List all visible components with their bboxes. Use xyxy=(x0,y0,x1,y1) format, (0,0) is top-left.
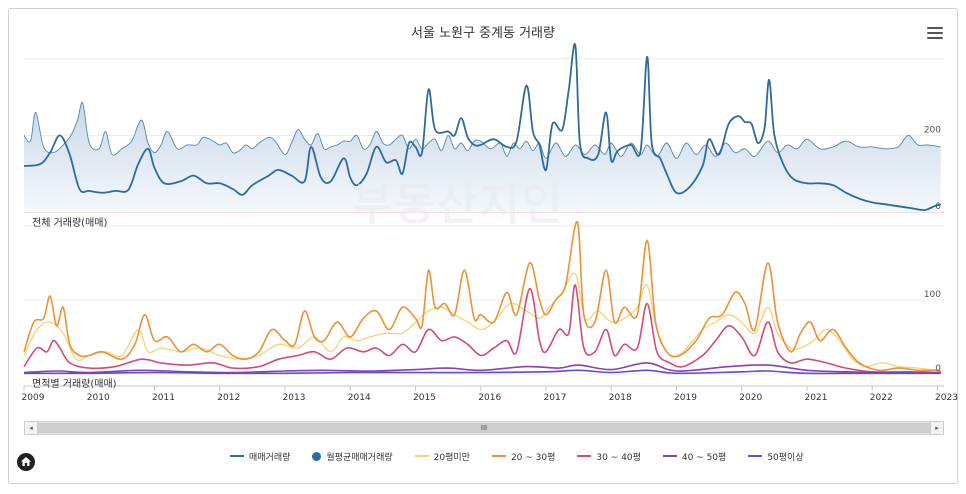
legend-item[interactable]: 매매거래량 xyxy=(230,450,290,463)
x-tick-label: 2009 xyxy=(22,393,45,403)
legend-item[interactable]: 20평미만 xyxy=(414,450,470,463)
watermark-logo: 부동산지인 xyxy=(352,179,565,230)
top-pane-y-tick-label: 0 xyxy=(935,202,941,212)
legend-item[interactable]: 30 ~ 40평 xyxy=(577,450,641,463)
x-tick-label: 2012 xyxy=(217,393,240,403)
scroll-thumb[interactable]: III xyxy=(38,423,930,433)
legend-label: 30 ~ 40평 xyxy=(596,452,641,463)
x-tick-label: 2011 xyxy=(152,393,175,403)
series-line-50-plus xyxy=(23,369,941,375)
series-line-monthly-average xyxy=(23,101,941,159)
legend-line-icon xyxy=(491,455,506,457)
x-tick-label: 2018 xyxy=(609,393,632,403)
legend-line-icon xyxy=(662,455,677,457)
legend-item[interactable]: 20 ~ 30평 xyxy=(491,450,556,463)
x-tick-label: 2020 xyxy=(739,393,762,403)
x-tick-label: 2016 xyxy=(478,393,501,403)
navigator-scrollbar[interactable]: ◂ III ▸ xyxy=(24,421,944,435)
menu-hamburger-icon[interactable] xyxy=(927,27,943,41)
series-line-30-40 xyxy=(23,284,941,374)
home-icon[interactable] xyxy=(17,453,35,471)
line-layer xyxy=(23,43,942,375)
scroll-right-arrow-icon[interactable]: ▸ xyxy=(930,422,943,434)
series-line-40-50 xyxy=(23,362,941,374)
legend-line-icon xyxy=(230,455,244,457)
top-pane-y-tick-label: 200 xyxy=(924,125,941,135)
series-line-total-trades xyxy=(23,43,942,212)
legend-line-icon xyxy=(577,455,592,457)
series-line-20-30 xyxy=(23,221,942,373)
x-tick-label: 2019 xyxy=(674,393,697,403)
legend-label: 매매거래량 xyxy=(249,452,291,463)
legend: 매매거래량 월평균매매거래량 20평미만 20 ~ 30평 30 ~ 40평 40 ~ 5… xyxy=(230,449,826,463)
chart-frame xyxy=(8,8,958,484)
legend-dot-icon xyxy=(312,451,322,461)
legend-label: 40 ~ 50평 xyxy=(681,452,727,463)
x-tick-label: 2017 xyxy=(544,393,567,403)
legend-line-icon xyxy=(748,455,763,457)
legend-item[interactable]: 40 ~ 50평 xyxy=(662,450,727,463)
x-tick-label: 2013 xyxy=(283,393,306,403)
legend-item[interactable]: 50평이상 xyxy=(748,450,804,463)
chart-title: 서울 노원구 중계동 거래량 xyxy=(411,26,555,41)
x-tick-label: 2021 xyxy=(805,393,828,403)
x-tick-label: 2015 xyxy=(413,393,436,403)
scroll-left-arrow-icon[interactable]: ◂ xyxy=(25,422,38,434)
x-tick-label: 2022 xyxy=(870,393,893,403)
bottom-pane-y-tick-label: 0 xyxy=(935,364,941,374)
legend-label: 월평균매매거래량 xyxy=(326,452,393,463)
legend-label: 50평이상 xyxy=(767,452,804,463)
legend-item[interactable]: 월평균매매거래량 xyxy=(312,450,393,463)
top-pane-label: 전체 거래량(매매) xyxy=(32,218,108,229)
bottom-pane-y-tick-label: 100 xyxy=(924,290,941,300)
series-line-under-20 xyxy=(23,272,938,371)
bottom-pane-label: 면적별 거래량(매매) xyxy=(32,379,117,390)
x-tick-label: 2023 xyxy=(935,393,958,403)
legend-line-icon xyxy=(414,455,429,457)
legend-label: 20평미만 xyxy=(433,452,470,463)
x-tick-label: 2010 xyxy=(87,393,110,403)
x-tick-label: 2014 xyxy=(348,393,371,403)
axis-layer: 200 0 100 0 2009 2010 2011 2012 2013 2014 2015 2016… xyxy=(22,125,958,403)
legend-label: 20 ~ 30평 xyxy=(510,452,556,463)
